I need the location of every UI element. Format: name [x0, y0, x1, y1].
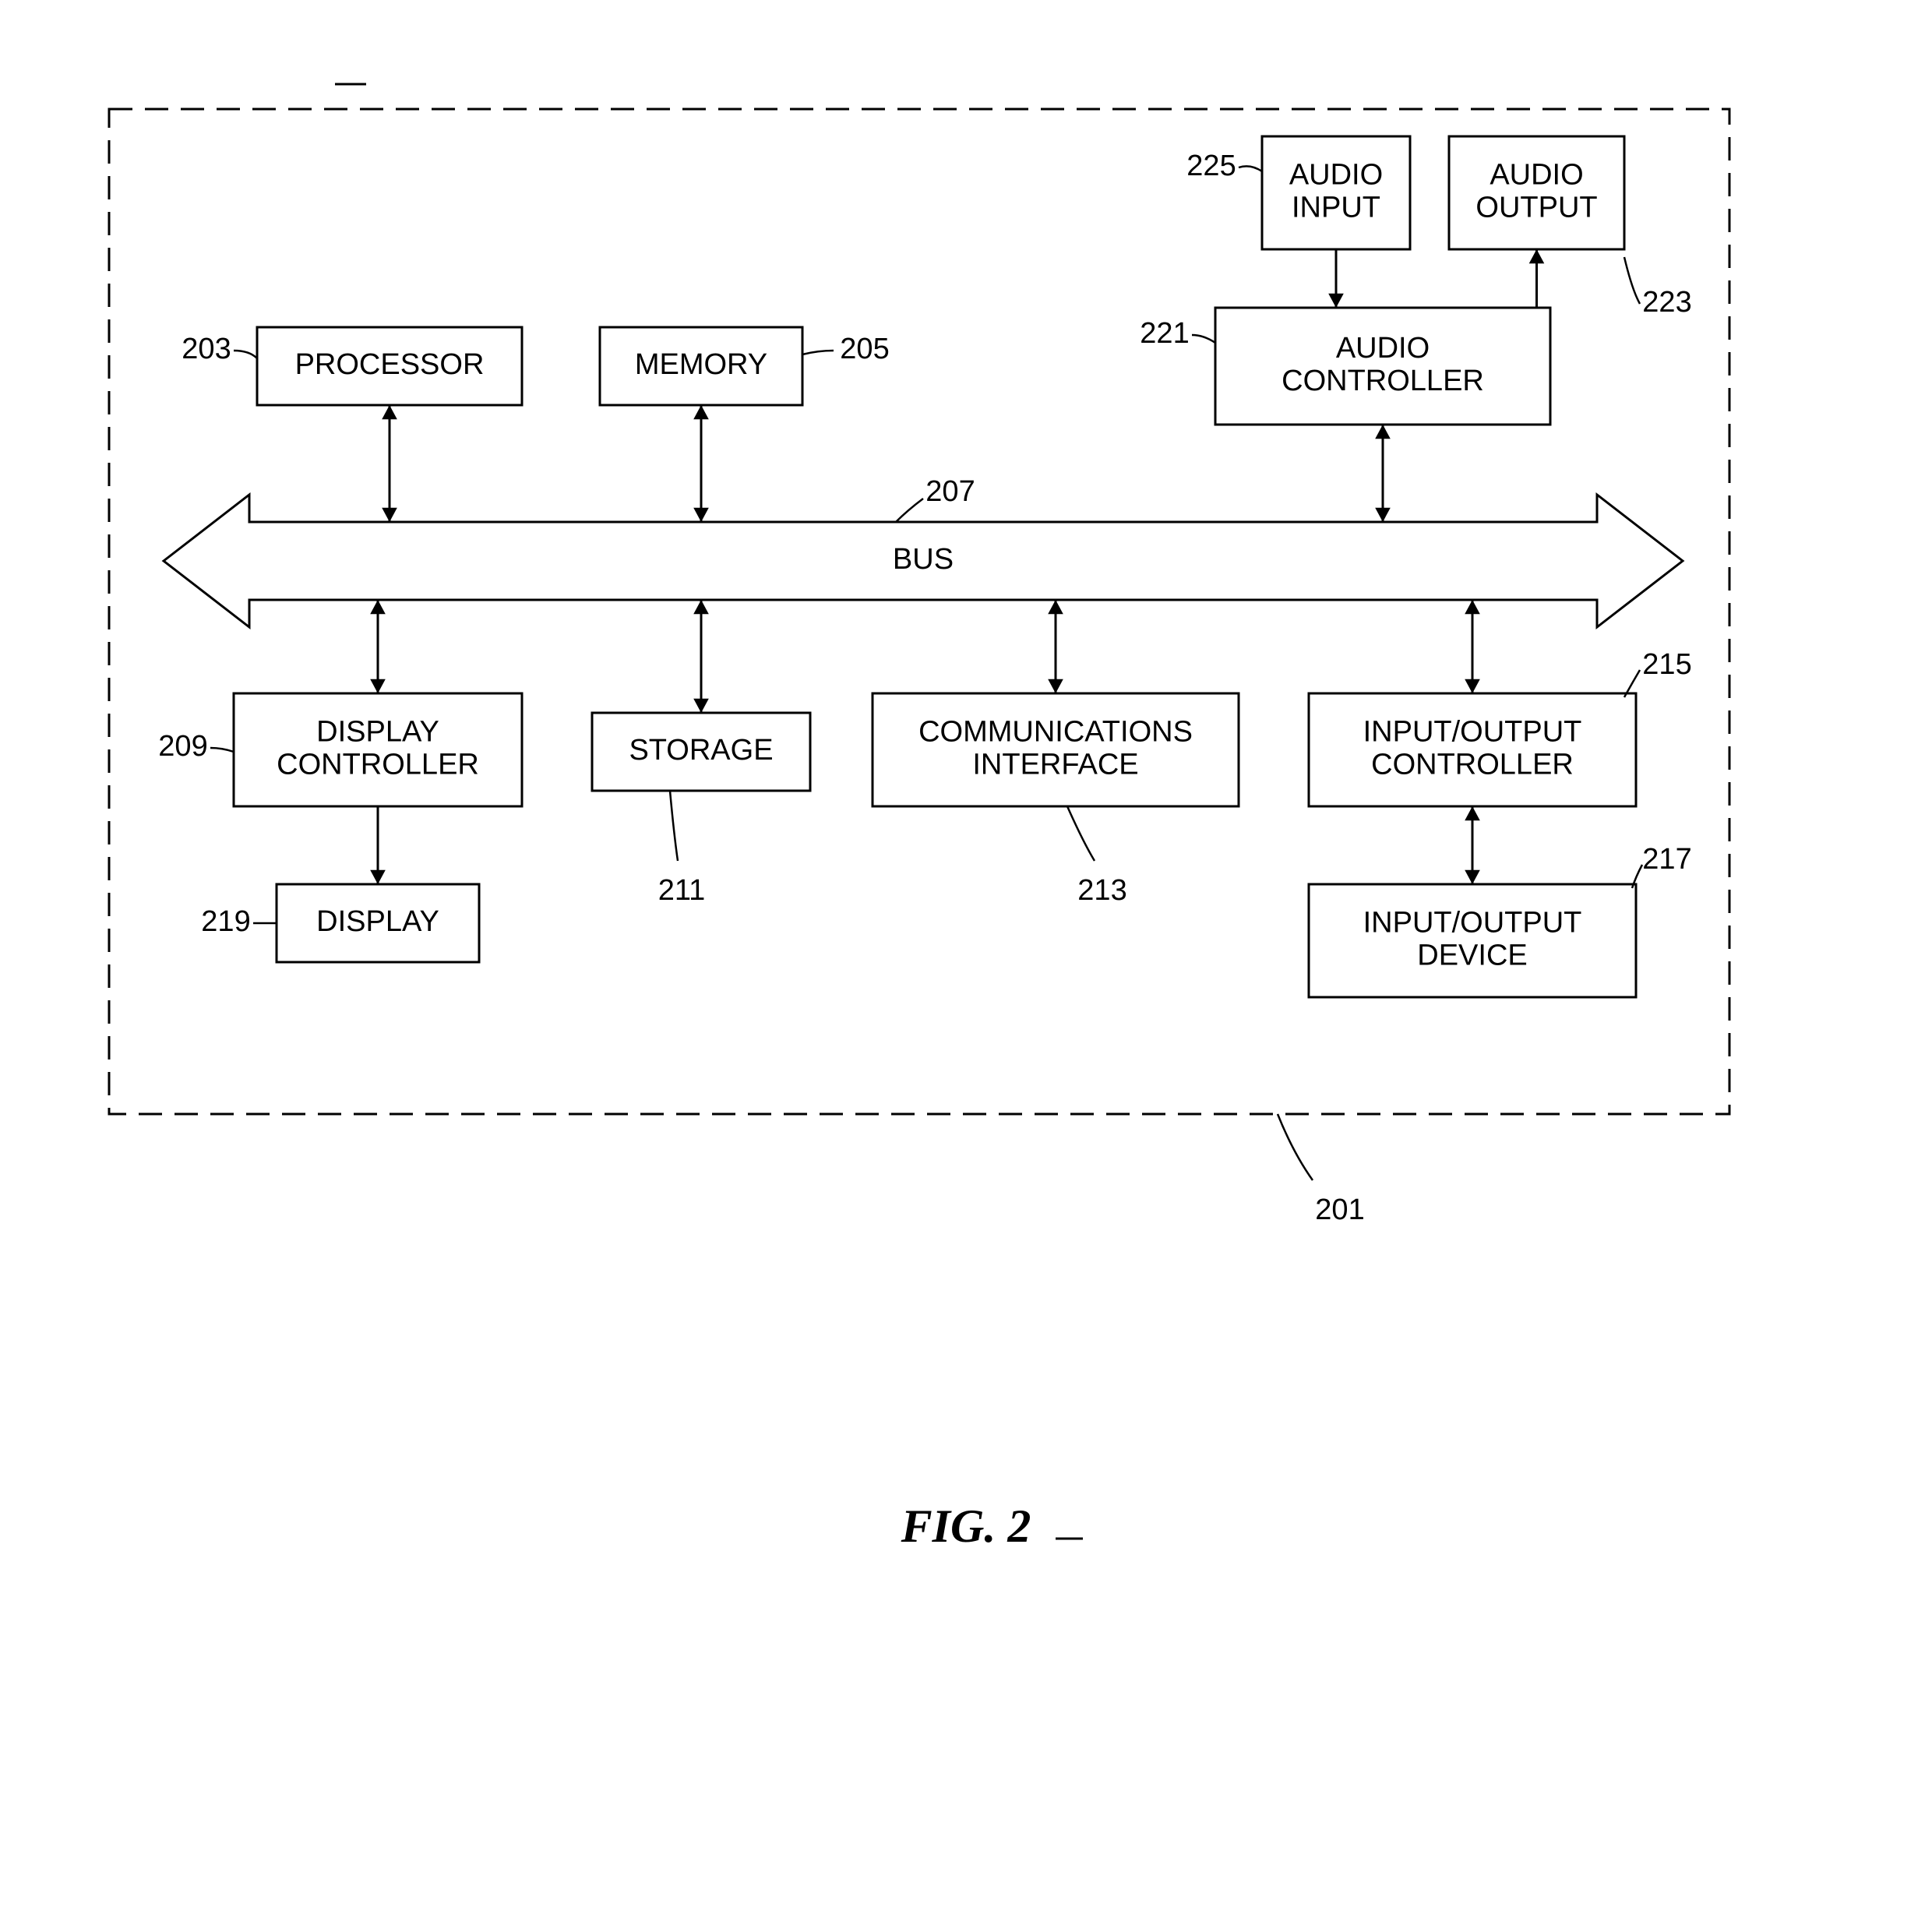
svg-text:AUDIO: AUDIO — [1289, 159, 1383, 192]
svg-text:OUTPUT: OUTPUT — [1475, 192, 1597, 224]
svg-text:207: 207 — [925, 475, 975, 508]
svg-text:221: 221 — [1140, 317, 1189, 350]
svg-text:INTERFACE: INTERFACE — [972, 749, 1138, 781]
svg-text:AUDIO: AUDIO — [1336, 332, 1430, 365]
svg-text:223: 223 — [1642, 286, 1691, 319]
svg-text:INPUT: INPUT — [1292, 192, 1380, 224]
svg-text:COMMUNICATIONS: COMMUNICATIONS — [918, 716, 1193, 749]
svg-text:DISPLAY: DISPLAY — [316, 716, 439, 749]
svg-text:225: 225 — [1186, 150, 1236, 182]
svg-text:DEVICE: DEVICE — [1417, 940, 1527, 972]
svg-text:213: 213 — [1077, 874, 1126, 907]
svg-text:219: 219 — [201, 905, 250, 938]
svg-text:215: 215 — [1642, 648, 1691, 681]
svg-text:CONTROLLER: CONTROLLER — [1282, 365, 1484, 397]
svg-text:AUDIO: AUDIO — [1490, 159, 1583, 192]
svg-text:209: 209 — [158, 730, 207, 763]
svg-text:217: 217 — [1642, 843, 1691, 876]
svg-text:205: 205 — [840, 333, 889, 365]
svg-text:203: 203 — [182, 333, 231, 365]
svg-text:MEMORY: MEMORY — [635, 348, 767, 381]
svg-text:BUS: BUS — [893, 543, 954, 576]
svg-text:CONTROLLER: CONTROLLER — [1371, 749, 1574, 781]
svg-text:DISPLAY: DISPLAY — [316, 905, 439, 938]
figure-caption: FIG. 2 — [901, 1500, 1031, 1552]
svg-text:PROCESSOR: PROCESSOR — [295, 348, 485, 381]
diagram-canvas: BUSPROCESSORMEMORYAUDIOCONTROLLERAUDIOIN… — [0, 0, 1932, 1918]
svg-text:INPUT/OUTPUT: INPUT/OUTPUT — [1363, 716, 1582, 749]
svg-text:INPUT/OUTPUT: INPUT/OUTPUT — [1363, 907, 1582, 940]
svg-text:CONTROLLER: CONTROLLER — [277, 749, 479, 781]
svg-text:STORAGE: STORAGE — [629, 734, 773, 767]
svg-text:211: 211 — [658, 874, 706, 907]
svg-text:201: 201 — [1315, 1193, 1364, 1226]
